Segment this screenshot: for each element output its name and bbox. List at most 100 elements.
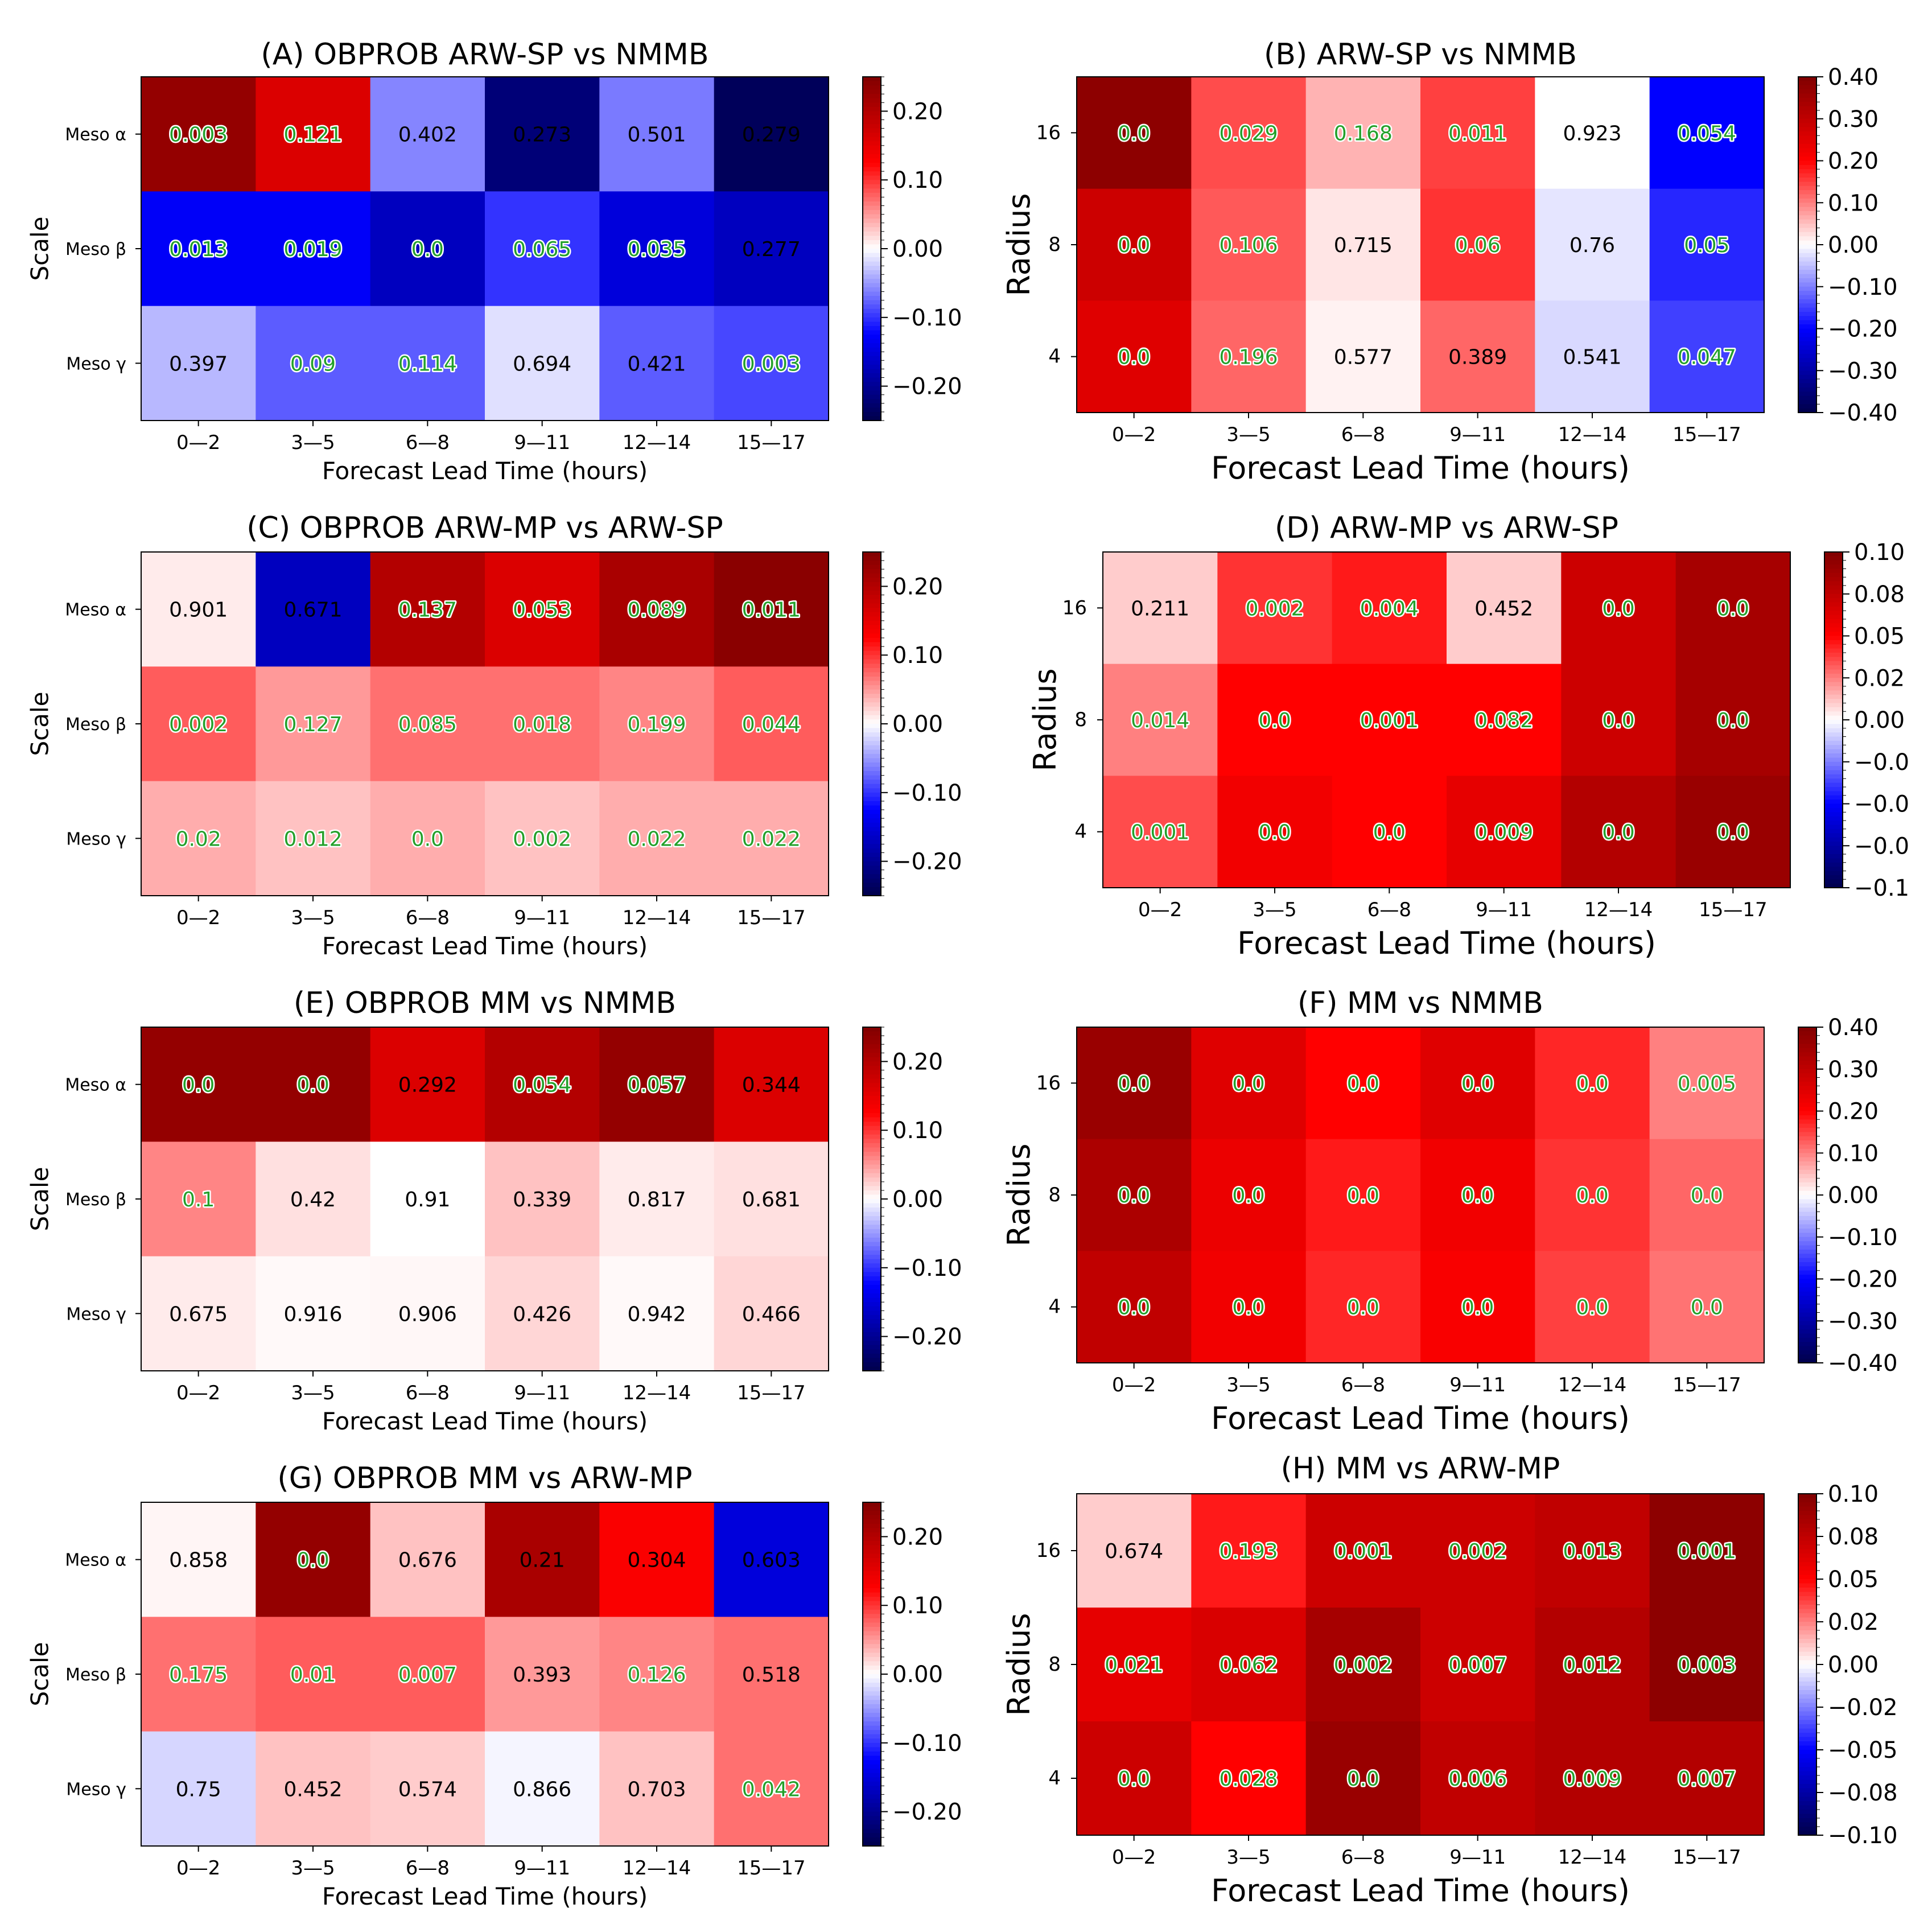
colorbar-segment [1798,1626,1816,1631]
colorbar-segment [863,1130,881,1135]
colorbar-segment [863,642,881,647]
colorbar-segment [863,1272,881,1277]
heatmap-panel-d: (D) ARW-MP vs ARW-SP0.211 0.002 0.004 0.452… [1027,511,1909,961]
colorbar-segment [1798,1600,1816,1605]
colorbar-tick-label: 0.00 [1854,707,1905,734]
colorbar-segment [863,866,881,871]
x-tick-label: 12—14 [1558,1846,1627,1869]
colorbar-segment [1824,812,1843,817]
colorbar-segment [1798,1613,1816,1618]
heatmap-cell [370,1502,485,1617]
colorbar-tick-label: 0.10 [892,1593,943,1619]
cell-annotation: 0.389 [1448,346,1507,369]
colorbar-segment [1798,1215,1816,1221]
colorbar-segment [1824,854,1843,859]
colorbar-segment [1798,1203,1816,1208]
colorbar-segment [1824,640,1843,645]
colorbar-segment [863,839,881,845]
colorbar-segment [863,1328,881,1333]
colorbar-segment [863,1816,881,1821]
x-tick-label: 15—17 [1673,1374,1741,1396]
colorbar-tick-label: −0.20 [1828,1267,1898,1293]
colorbar-segment [1798,1733,1816,1738]
colorbar-segment [1798,1052,1816,1057]
colorbar-segment [863,1631,881,1636]
colorbar-segment [1824,673,1843,679]
heatmap-cell [1561,776,1676,888]
colorbar-segment [1798,1617,1816,1622]
colorbar-segment [1824,711,1843,716]
colorbar-segment [1798,1762,1816,1767]
colorbar-segment [1798,198,1816,204]
colorbar-segment [863,1280,881,1285]
colorbar-segment [863,1366,881,1371]
colorbar-segment [863,1164,881,1169]
colorbar-segment [1798,1639,1816,1644]
colorbar-segment [863,1057,881,1062]
y-tick-label: 4 [1048,1767,1061,1790]
colorbar-tick-label: −0.20 [1828,316,1898,343]
colorbar-segment [1798,1724,1816,1729]
cell-annotation: 0.0 [1602,709,1634,732]
colorbar-segment [863,771,881,776]
colorbar-segment [1798,1270,1816,1275]
colorbar-segment [1798,1656,1816,1661]
cell-annotation: 0.029 [1219,122,1278,145]
colorbar-segment [1798,211,1816,216]
heatmap-cell [1649,300,1765,413]
heatmap-cell [1420,1721,1535,1836]
colorbar-segment [863,753,881,759]
colorbar-tick-label: 0.20 [892,1049,943,1075]
panel-title: (H) MM vs ARW-MP [1281,1452,1560,1486]
heatmap-cell [599,666,715,782]
colorbar-segment [1798,1779,1816,1785]
colorbar-segment [863,219,881,224]
heatmap-cell [256,77,371,192]
heatmap-cell [1305,300,1421,413]
colorbar-tick-label: 0.10 [892,167,943,193]
colorbar-segment [1798,1788,1816,1793]
colorbar-segment [1798,1583,1816,1588]
colorbar-segment [1798,1098,1816,1103]
cell-annotation: 0.541 [1563,346,1621,369]
colorbar-segment [863,616,881,621]
heatmap-cell [256,552,371,667]
x-tick-label: 0—2 [1112,1846,1156,1869]
colorbar-segment [863,685,881,690]
heatmap-cell [1649,1251,1765,1363]
colorbar-segment [1824,740,1843,746]
colorbar-segment [863,1362,881,1367]
cell-annotation: 0.007 [398,1663,457,1687]
colorbar-segment [1798,1506,1816,1511]
colorbar-segment [863,835,881,840]
colorbar-segment [1824,858,1843,863]
colorbar-segment [1798,1690,1816,1695]
heatmap-cell [1191,1608,1307,1722]
colorbar-segment [863,1074,881,1079]
x-axis-label: Forecast Lead Time (hours) [1211,450,1630,486]
heatmap-cell [1191,1139,1307,1251]
cell-annotation: 0.574 [398,1778,457,1801]
colorbar-segment [1824,572,1843,578]
cell-annotation: 0.866 [513,1778,571,1801]
colorbar-segment [863,724,881,729]
cell-annotation: 0.0 [1258,709,1291,732]
colorbar-tick-label: 0.00 [892,1662,943,1688]
heatmap-cell [1561,664,1676,776]
y-tick-label: 4 [1048,345,1061,368]
colorbar-segment [863,1833,881,1838]
colorbar-segment [863,214,881,219]
colorbar-segment [863,1104,881,1110]
colorbar-segment [863,1558,881,1563]
colorbar-segment [1798,1337,1816,1342]
heatmap-cell [485,191,600,307]
heatmap-cell [141,191,256,307]
heatmap-cell [256,781,371,896]
colorbar-segment [863,1511,881,1516]
colorbar-segment [863,1332,881,1337]
heatmap-cell [1675,552,1791,665]
cell-annotation: 0.603 [742,1549,801,1572]
colorbar-segment [1798,404,1816,409]
y-tick-label: Meso β [65,240,126,259]
cell-annotation: 0.002 [1448,1540,1507,1563]
